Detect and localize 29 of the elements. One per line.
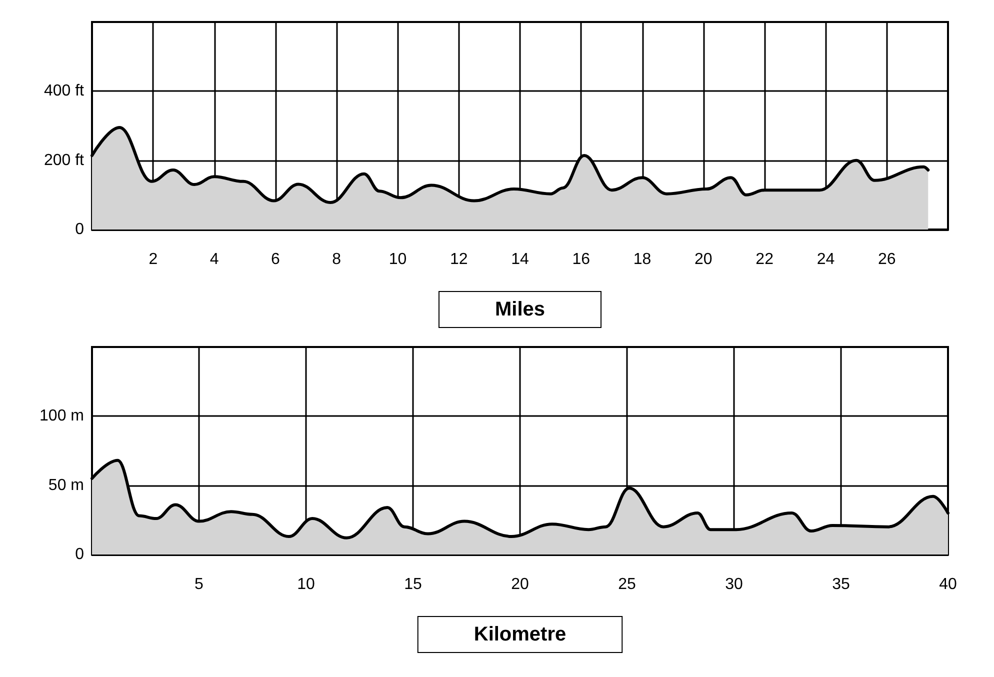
x-tick-label: 35 <box>832 576 850 593</box>
y-tick-label: 50 m <box>48 476 84 494</box>
x-tick-label: 30 <box>725 576 743 593</box>
x-tick-label: 8 <box>332 251 342 268</box>
x-tick-label: 24 <box>816 251 835 268</box>
x-tick-label: 4 <box>210 251 219 268</box>
x-tick-label: 15 <box>404 576 422 593</box>
x-tick-label: 40 <box>939 576 957 593</box>
y-tick-label: 400 ft <box>44 82 85 100</box>
x-axis-title: Miles <box>494 298 546 320</box>
x-tick-label: 22 <box>756 251 774 268</box>
x-tick-label: 20 <box>694 251 712 268</box>
x-axis-title: Kilometre <box>474 624 566 646</box>
x-tick-label: 18 <box>633 251 652 268</box>
x-tick-label: 6 <box>270 251 280 268</box>
x-tick-label: 16 <box>572 251 590 268</box>
y-tick-label: 100 m <box>40 408 84 425</box>
y-tick-label: 0 <box>75 221 84 238</box>
y-tick-label: 0 <box>75 546 84 563</box>
x-tick-label: 14 <box>511 251 529 268</box>
x-tick-label: 20 <box>511 576 529 593</box>
x-tick-label: 10 <box>297 576 315 593</box>
x-tick-label: 2 <box>148 251 158 268</box>
x-tick-label: 25 <box>618 576 636 593</box>
x-tick-label: 12 <box>450 251 468 268</box>
x-tick-label: 5 <box>194 576 204 593</box>
x-tick-label: 26 <box>878 251 896 268</box>
x-tick-label: 10 <box>388 251 407 268</box>
y-tick-label: 200 ft <box>44 152 85 169</box>
